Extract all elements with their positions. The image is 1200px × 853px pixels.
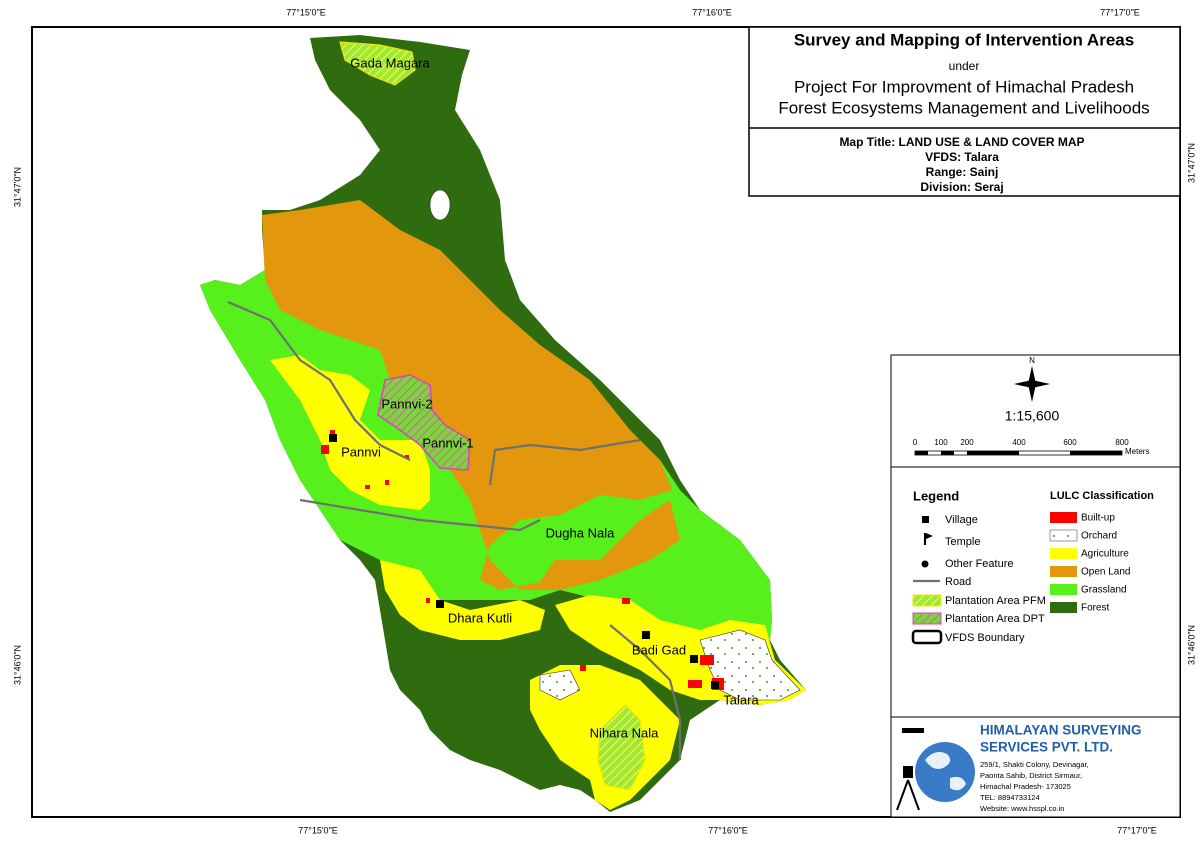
company-address: TEL: 8894733124: [980, 793, 1040, 802]
company-address: Himachal Pradesh- 173025: [980, 782, 1071, 791]
land-cover: [200, 35, 806, 812]
project-line: Forest Ecosystems Management and Livelih…: [778, 98, 1149, 117]
legend-item: VFDS Boundary: [945, 632, 1025, 644]
scale-tick: 800: [1115, 438, 1129, 447]
scale-tick: 600: [1063, 438, 1077, 447]
plantation-pfm: [339, 41, 416, 86]
scale-box: N 1:15,600 0 100 200 400 600 800 Meters: [890, 354, 1181, 468]
coord-label: 77°16'0"E: [692, 7, 732, 17]
place-label: Gada Magara: [350, 55, 430, 70]
logo-globe: [915, 742, 975, 802]
subtitle: under: [949, 59, 980, 73]
coord-label: 77°16'0"E: [708, 825, 748, 835]
orchard-area: [429, 189, 451, 221]
lulc-item: Agriculture: [1081, 549, 1129, 560]
lulc-item: Orchard: [1081, 531, 1117, 542]
company-address: Paonta Sahib, District Sirmaur,: [980, 771, 1082, 780]
orchard-area: [539, 669, 581, 701]
company-address: 259/1, Shakti Colony, Devinagar,: [980, 760, 1089, 769]
villages: [329, 434, 719, 689]
company-address: Website: www.hsspl.co.in: [980, 804, 1064, 813]
coord-label: 31°46'0"N: [12, 645, 22, 685]
place-label: Pannvi-1: [422, 435, 473, 450]
place-label: Nihara Nala: [590, 725, 659, 740]
map-info: Map Title: LAND USE & LAND COVER MAP: [839, 135, 1084, 149]
title: Survey and Mapping of Intervention Areas: [794, 30, 1134, 49]
coord-label: 31°47'0"N: [1186, 143, 1196, 183]
legend-item: Other Feature: [945, 558, 1013, 570]
scale-unit: Meters: [1125, 447, 1149, 456]
scale-ratio: 1:15,600: [1005, 408, 1060, 424]
coordinates: 77°15'0"E 77°16'0"E 77°17'0"E 77°15'0"E …: [12, 7, 1196, 835]
lulc-item: Grassland: [1081, 585, 1127, 596]
map-info: Range: Sainj: [926, 165, 999, 179]
legend-item: Plantation Area DPT: [945, 613, 1045, 625]
title-box: Survey and Mapping of Intervention Areas…: [748, 26, 1181, 197]
plantation-dpt: [377, 374, 471, 471]
coord-label: 77°17'0"E: [1100, 7, 1140, 17]
map-info: Division: Seraj: [920, 180, 1003, 194]
legend-item: Road: [945, 576, 971, 588]
scale-tick: 100: [934, 438, 948, 447]
company-name: HIMALAYAN SURVEYING: [980, 723, 1142, 738]
legend-title: Legend: [913, 488, 959, 503]
scale-tick: 0: [913, 438, 918, 447]
map-info: VFDS: Talara: [925, 150, 999, 164]
place-label: Pannvi-2: [381, 396, 432, 411]
agriculture-area: [380, 560, 545, 640]
company-box: HIMALAYAN SURVEYING SERVICES PVT. LTD. 2…: [890, 716, 1181, 818]
lulc-item: Built-up: [1081, 513, 1115, 524]
lulc-title: LULC Classification: [1050, 490, 1154, 502]
coord-label: 77°15'0"E: [286, 7, 326, 17]
coord-label: 77°15'0"E: [298, 825, 338, 835]
agriculture-area: [270, 355, 430, 510]
place-label: Badi Gad: [632, 642, 686, 657]
north-label: N: [1029, 356, 1035, 365]
project-line: Project For Improvment of Himachal Prade…: [794, 77, 1134, 96]
legend: Legend Village Temple Other Feature Road…: [890, 466, 1181, 718]
place-labels: Gada Magara Pannvi-2 Pannvi-1 Pannvi Dug…: [341, 55, 759, 740]
legend-item: Temple: [945, 536, 980, 548]
place-label: Pannvi: [341, 444, 381, 459]
roads: [227, 300, 682, 760]
coord-label: 31°47'0"N: [12, 167, 22, 207]
lulc-item: Open Land: [1081, 567, 1131, 578]
place-label: Talara: [723, 692, 759, 707]
plantation-pfm: [597, 704, 646, 791]
scale-tick: 200: [960, 438, 974, 447]
coord-label: 31°46'0"N: [1186, 625, 1196, 665]
company-name: SERVICES PVT. LTD.: [980, 740, 1113, 755]
coord-label: 77°17'0"E: [1117, 825, 1157, 835]
open-land-area: [262, 200, 680, 590]
legend-item: Plantation Area PFM: [945, 595, 1046, 607]
place-label: Dugha Nala: [546, 525, 615, 540]
place-label: Dhara Kutli: [448, 610, 512, 625]
legend-item: Village: [945, 514, 978, 526]
scale-tick: 400: [1012, 438, 1026, 447]
lulc-item: Forest: [1081, 603, 1110, 614]
